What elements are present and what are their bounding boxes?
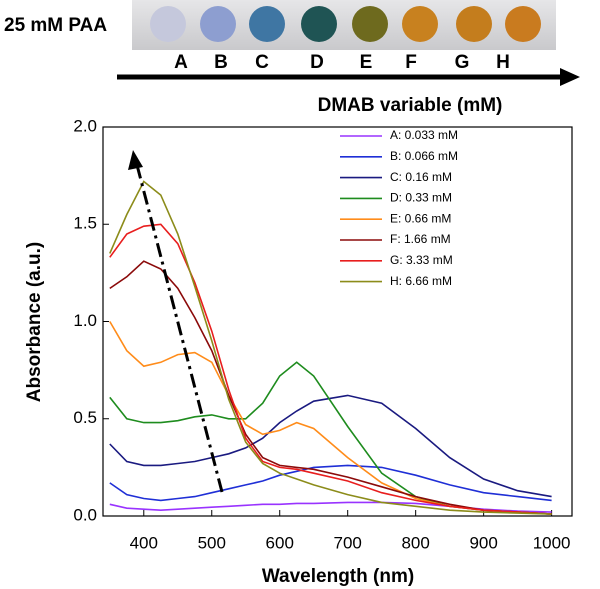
annotation-arrowhead (128, 150, 143, 170)
plot-frame (102, 126, 573, 517)
series-line (109, 464, 552, 502)
annotation-arrow (135, 164, 224, 493)
plot: 0.0 0.5 1.0 1.5 2.0 400 500 600 700 800 900 1000 A: … (73, 116, 570, 552)
series-line (109, 394, 552, 498)
y-tick-label: 1.5 (73, 214, 97, 233)
well-letters: A B C D E F G H (174, 52, 510, 73)
x-axis-title: Wavelength (nm) (262, 566, 414, 587)
series-line (109, 361, 552, 515)
wells (150, 6, 541, 42)
well-letter: A (174, 52, 188, 73)
legend-label: F: 1.66 mM (390, 232, 451, 246)
x-tick-label: 400 (130, 533, 158, 552)
legend-label: G: 3.33 mM (390, 253, 453, 267)
well-plate (132, 0, 556, 50)
x-tick-label: 700 (334, 533, 362, 552)
legend-label: H: 6.66 mM (390, 274, 452, 288)
well-letter: F (405, 52, 417, 73)
legend-label: E: 0.66 mM (390, 211, 451, 225)
legend-label: D: 0.33 mM (390, 191, 452, 205)
well-letter: B (214, 52, 228, 73)
header-label: 25 mM PAA (4, 15, 107, 36)
x-tick-label: 1000 (533, 533, 571, 552)
y-tick-label: 0.5 (73, 408, 97, 427)
x-tick-label: 800 (401, 533, 429, 552)
series-line (109, 260, 552, 515)
x-tick-label: 500 (198, 533, 226, 552)
well-letter: D (310, 52, 324, 73)
well-letter: G (455, 52, 470, 73)
x-tick-label: 900 (469, 533, 497, 552)
y-axis-title: Absorbance (a.u.) (24, 242, 45, 402)
well-letter: H (496, 52, 510, 73)
legend-title: DMAB variable (mM) (318, 95, 503, 116)
x-tick-label: 600 (266, 533, 294, 552)
well-letter: C (255, 52, 269, 73)
series-line (109, 223, 552, 515)
legend-label: A: 0.033 mM (390, 128, 458, 142)
well-letter: E (360, 52, 373, 73)
y-tick-label: 0.0 (73, 505, 97, 524)
series-line (109, 180, 552, 515)
y-tick-label: 2.0 (73, 116, 97, 135)
legend-label: C: 0.16 mM (390, 170, 452, 184)
series-line (109, 321, 552, 515)
y-tick-label: 1.0 (73, 311, 97, 330)
trend-arrowhead (560, 68, 580, 86)
legend-label: B: 0.066 mM (390, 149, 458, 163)
